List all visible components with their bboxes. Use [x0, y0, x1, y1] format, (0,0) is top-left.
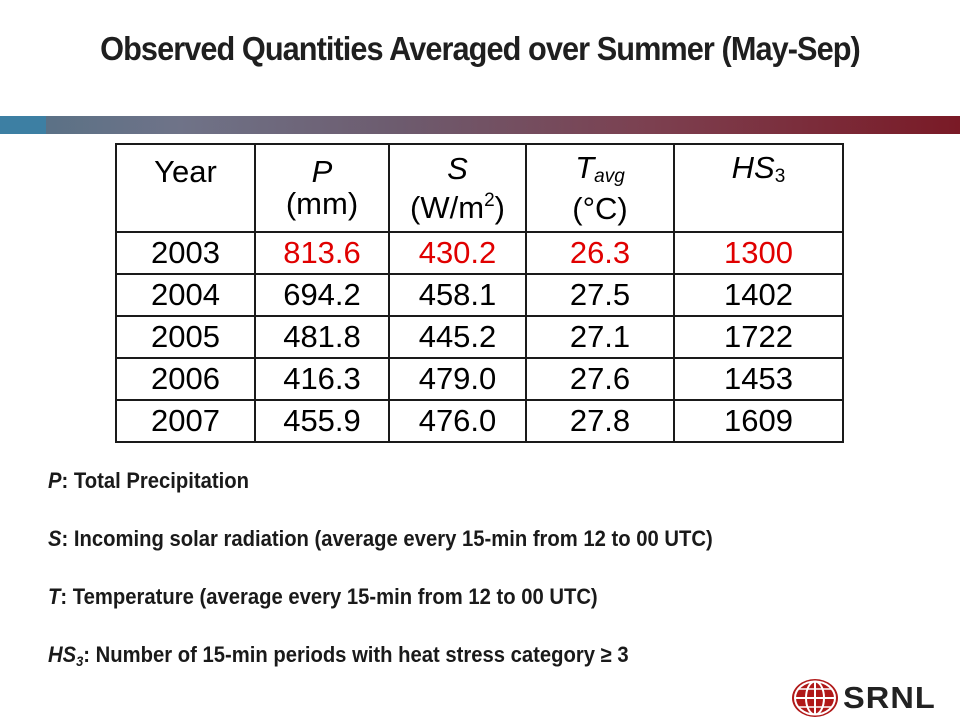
- header-year-label: Year: [154, 154, 217, 189]
- cell-year: 2005: [115, 315, 256, 359]
- header-solar: S (W/m2): [388, 143, 527, 233]
- legend-p-text: : Total Precipitation: [61, 468, 249, 493]
- table-row: 2006 416.3 479.0 27.6 1453: [115, 357, 844, 401]
- table-header-row: Year P (mm) S (W/m2) Tavg (°C) HS3: [115, 143, 844, 233]
- legend-precip: P: Total Precipitation: [48, 468, 249, 494]
- cell-heat-stress: 1300: [673, 231, 844, 275]
- legend-heat-stress: HS3: Number of 15-min periods with heat …: [48, 642, 629, 669]
- cell-heat-stress: 1609: [673, 399, 844, 443]
- divider-accent: [0, 116, 46, 134]
- header-t-unit: (°C): [572, 190, 628, 226]
- legend-solar: S: Incoming solar radiation (average eve…: [48, 526, 713, 552]
- table-row: 2004 694.2 458.1 27.5 1402: [115, 273, 844, 317]
- table-row: 2003 813.6 430.2 26.3 1300: [115, 231, 844, 275]
- cell-heat-stress: 1402: [673, 273, 844, 317]
- cell-year: 2007: [115, 399, 256, 443]
- header-hs-subscript: 3: [774, 165, 786, 187]
- legend-hs-symbol: HS: [48, 642, 77, 667]
- table-row: 2005 481.8 445.2 27.1 1722: [115, 315, 844, 359]
- cell-year: 2004: [115, 273, 256, 317]
- cell-solar: 445.2: [388, 315, 527, 359]
- cell-heat-stress: 1722: [673, 315, 844, 359]
- header-precip: P (mm): [254, 143, 390, 233]
- cell-year: 2006: [115, 357, 256, 401]
- cell-solar: 458.1: [388, 273, 527, 317]
- header-temp: Tavg (°C): [525, 143, 675, 233]
- slide-title: Observed Quantities Averaged over Summer…: [100, 30, 861, 67]
- cell-temp: 27.1: [525, 315, 675, 359]
- header-year: Year: [115, 143, 256, 233]
- header-hs-symbol: HS: [731, 149, 775, 185]
- header-t-symbol: T: [575, 149, 595, 185]
- header-p-unit: (mm): [285, 186, 359, 221]
- cell-precip: 416.3: [254, 357, 390, 401]
- cell-temp: 26.3: [525, 231, 675, 275]
- cell-precip: 694.2: [254, 273, 390, 317]
- cell-precip: 455.9: [254, 399, 390, 443]
- srnl-logo: [790, 676, 960, 720]
- cell-temp: 27.8: [525, 399, 675, 443]
- observations-table: Year P (mm) S (W/m2) Tavg (°C) HS3 2003 813…: [115, 143, 844, 443]
- header-s-unit: (W/m: [410, 189, 485, 225]
- cell-temp: 27.5: [525, 273, 675, 317]
- header-t-subscript: avg: [594, 165, 625, 187]
- cell-precip: 481.8: [254, 315, 390, 359]
- legend-hs-text: : Number of 15-min periods with heat str…: [83, 642, 629, 667]
- cell-solar: 476.0: [388, 399, 527, 443]
- legend-temp: T: Temperature (average every 15-min fro…: [48, 584, 598, 610]
- cell-solar: 479.0: [388, 357, 527, 401]
- cell-temp: 27.6: [525, 357, 675, 401]
- legend-p-symbol: P: [48, 468, 62, 493]
- header-s-unit-exponent: 2: [484, 189, 495, 211]
- legend-s-text: : Incoming solar radiation (average ever…: [61, 526, 713, 551]
- header-s-unit-close: ): [494, 189, 505, 225]
- table-row: 2007 455.9 476.0 27.8 1609: [115, 399, 844, 443]
- legend-hs-subscript: 3: [76, 653, 84, 669]
- cell-heat-stress: 1453: [673, 357, 844, 401]
- header-p-symbol: P: [311, 154, 333, 189]
- cell-solar: 430.2: [388, 231, 527, 275]
- header-divider-bar: [0, 116, 960, 134]
- legend-s-symbol: S: [48, 526, 62, 551]
- legend-t-text: : Temperature (average every 15-min from…: [60, 584, 598, 609]
- globe-icon: [792, 679, 838, 717]
- header-heat-stress: HS3: [673, 143, 844, 233]
- legend-t-symbol: T: [48, 584, 61, 609]
- cell-precip: 813.6: [254, 231, 390, 275]
- header-s-symbol: S: [447, 150, 468, 186]
- cell-year: 2003: [115, 231, 256, 275]
- logo-text: SRNL: [843, 680, 936, 715]
